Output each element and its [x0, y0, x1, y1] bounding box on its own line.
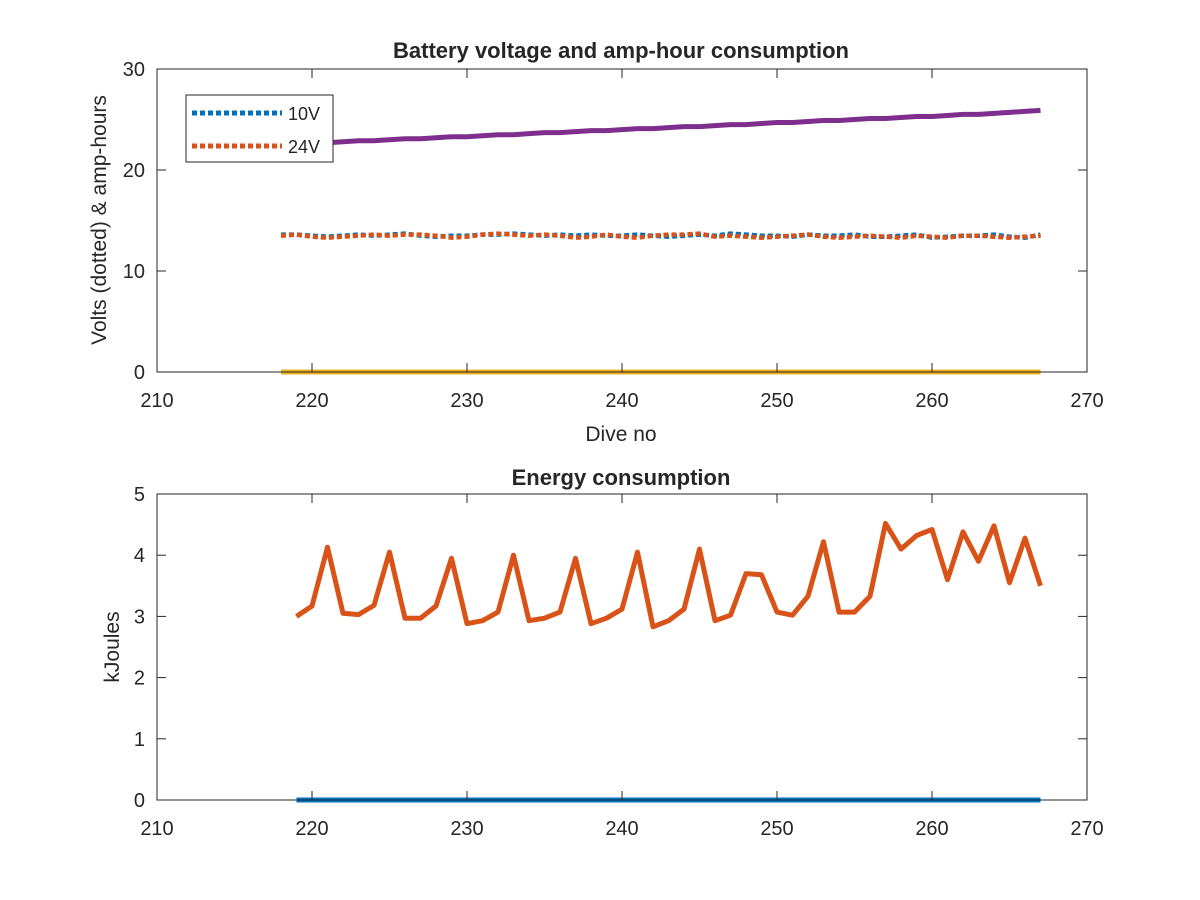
- x-tick-label: 210: [140, 390, 173, 412]
- x-tick-label: 220: [295, 390, 328, 412]
- x-tick-label: 240: [605, 390, 638, 412]
- x-tick-label: 220: [295, 818, 328, 840]
- x-axis-label: Dive no: [585, 423, 656, 446]
- y-tick-label: 5: [134, 484, 145, 506]
- y-tick-label: 3: [134, 606, 145, 628]
- x-tick-label: 250: [760, 390, 793, 412]
- legend-label-10v: 10V: [288, 104, 320, 124]
- y-tick-labels: 0 1 2 3 4 5: [134, 484, 145, 812]
- y-tick-label: 10: [123, 261, 145, 283]
- x-tick-label: 240: [605, 818, 638, 840]
- battery-voltage-chart: Battery voltage and amp-hour consumption…: [88, 38, 1104, 446]
- x-tick-label: 270: [1070, 390, 1103, 412]
- chart-title: Battery voltage and amp-hour consumption: [393, 38, 849, 63]
- series-line-2: [280, 107, 1041, 148]
- x-tick-label: 260: [915, 390, 948, 412]
- energy-consumption-chart: Energy consumption 210 220 230 240 250 260 270…: [101, 465, 1104, 840]
- y-tick-label: 20: [123, 160, 145, 182]
- y-tick-label: 0: [134, 362, 145, 384]
- y-tick-label: 0: [134, 790, 145, 812]
- legend-box: [185, 94, 334, 163]
- y-tick-label: 30: [123, 59, 145, 81]
- x-tick-labels: 210 220 230 240 250 260 270: [140, 818, 1103, 840]
- chart-title: Energy consumption: [512, 465, 731, 490]
- y-tick-labels: 0 10 20 30: [123, 59, 145, 384]
- y-tick-label: 4: [134, 545, 145, 567]
- series-line-24v: [280, 231, 1041, 240]
- y-axis-label: Volts (dotted) & amp-hours: [88, 95, 111, 345]
- tick-marks: [156, 493, 1088, 801]
- x-tick-label: 260: [915, 818, 948, 840]
- legend-label-24v: 24V: [288, 137, 320, 157]
- legend: 10V 24V: [185, 94, 334, 163]
- y-tick-label: 1: [134, 729, 145, 751]
- series-line-1: [295, 520, 1043, 630]
- x-tick-label: 230: [450, 818, 483, 840]
- x-tick-label: 230: [450, 390, 483, 412]
- y-axis-label: kJoules: [101, 611, 124, 682]
- x-tick-labels: 210 220 230 240 250 260 270: [140, 390, 1103, 412]
- tick-marks: [156, 68, 1088, 373]
- x-tick-label: 270: [1070, 818, 1103, 840]
- x-tick-label: 250: [760, 818, 793, 840]
- x-tick-label: 210: [140, 818, 173, 840]
- y-tick-label: 2: [134, 668, 145, 690]
